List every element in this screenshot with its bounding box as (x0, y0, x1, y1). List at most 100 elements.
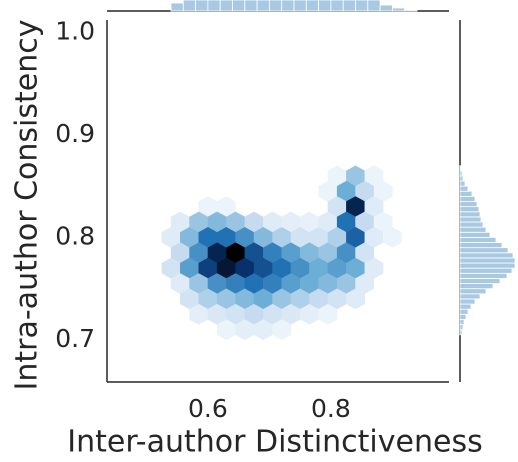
right-hist-bar (459, 283, 494, 290)
hex-cell (281, 211, 301, 233)
hex-cell (272, 319, 292, 341)
hex-cell (336, 180, 356, 202)
y-axis-label: Intra-author Consistency (10, 20, 45, 391)
hex-cell (244, 242, 264, 264)
right-hist-bar (459, 175, 464, 182)
hex-cell (253, 257, 273, 279)
hex-cell (235, 288, 255, 310)
right-hist-bar (459, 298, 476, 305)
y-tick-label: 0.8 (55, 221, 95, 250)
right-hist-bar (459, 190, 473, 197)
right-hist-bar (459, 221, 484, 228)
hex-cell (235, 319, 255, 341)
hex-cell (327, 288, 347, 310)
right-hist-bar (459, 262, 516, 269)
right-hist-bar (459, 211, 481, 218)
right-hist-bar (459, 216, 482, 223)
top-hist-bar (281, 0, 295, 12)
right-hist-bar (459, 252, 514, 259)
top-hist-bar (355, 0, 369, 12)
top-hist-bar (207, 0, 221, 12)
hex-cell (355, 211, 375, 233)
hex-cell (290, 257, 310, 279)
hex-cell (207, 242, 227, 264)
hex-cell (300, 273, 319, 294)
hex-cell (198, 288, 218, 310)
hex-cell (272, 257, 292, 279)
top-hist-bar (182, 0, 196, 12)
hex-cell (180, 227, 199, 248)
hex-cell (300, 303, 319, 325)
right-hist-bar (459, 201, 478, 208)
hex-cell (346, 257, 365, 279)
x-tick-label: 0.8 (311, 394, 351, 423)
hex-cell (364, 196, 384, 217)
hex-cell (216, 227, 236, 248)
top-hist-bar (342, 0, 356, 12)
hex-cell (327, 227, 347, 248)
hex-cell (207, 211, 227, 233)
hex-cell (346, 165, 365, 187)
hex-cell (253, 288, 273, 310)
right-hist-bar (459, 319, 465, 325)
hex-cell (253, 227, 273, 248)
hex-cell (318, 180, 338, 202)
hex-cell (226, 273, 245, 294)
right-hist-bar (459, 313, 467, 320)
right-hist-bar (459, 206, 480, 213)
hex-cell (235, 257, 255, 279)
hex-cell (198, 196, 218, 217)
right-hist-bar (459, 257, 516, 264)
right-hist-bar (459, 226, 487, 233)
hex-cell (327, 257, 347, 279)
hex-cell (216, 196, 236, 217)
hex-cell (189, 242, 209, 264)
hex-cell (170, 242, 190, 264)
right-hist-bar (459, 185, 469, 192)
hex-cell (226, 211, 245, 233)
hex-cell (290, 227, 310, 248)
hex-cell (263, 303, 282, 325)
hex-cell (346, 288, 365, 310)
top-hist-bar (268, 0, 283, 12)
hex-cell (300, 242, 319, 264)
x-tick-label: 0.6 (188, 394, 228, 423)
hex-cell (364, 227, 384, 248)
right-hist-bar (459, 324, 464, 331)
hex-cell (272, 288, 292, 310)
x-axis-label: Inter-author Distinctiveness (67, 425, 482, 460)
right-hist-bar (459, 247, 509, 254)
hex-cell (373, 211, 393, 233)
hex-cell (346, 227, 365, 248)
hex-cell (180, 257, 199, 279)
right-hist-bar (459, 195, 476, 202)
hex-cell (318, 273, 338, 294)
hex-cell (346, 196, 365, 217)
top-hist-bar (404, 9, 418, 12)
hex-cell (300, 211, 319, 233)
right-hist-bar (459, 237, 497, 243)
hex-cell (281, 242, 301, 264)
hex-cell (355, 180, 375, 202)
hex-cell (189, 303, 209, 325)
hex-cell (244, 273, 264, 294)
hex-cell (263, 273, 282, 294)
right-hist-bar (459, 278, 501, 284)
hex-cell (318, 211, 338, 233)
right-hist-bar (459, 170, 463, 177)
hex-cell (355, 273, 375, 294)
right-hist-bar (459, 272, 508, 279)
right-hist-bar (459, 308, 469, 315)
hex-cell (253, 319, 273, 341)
y-tick-label: 0.7 (55, 324, 95, 353)
top-hist-bar (195, 0, 209, 12)
hex-cell (355, 242, 375, 264)
right-hist-bar (459, 165, 462, 172)
hex-cell (309, 288, 328, 310)
hex-cell (189, 273, 209, 294)
right-hist-bar (459, 303, 472, 310)
hex-cell (226, 242, 245, 264)
hex-cell (318, 242, 338, 264)
right-hist-bar (459, 242, 503, 249)
